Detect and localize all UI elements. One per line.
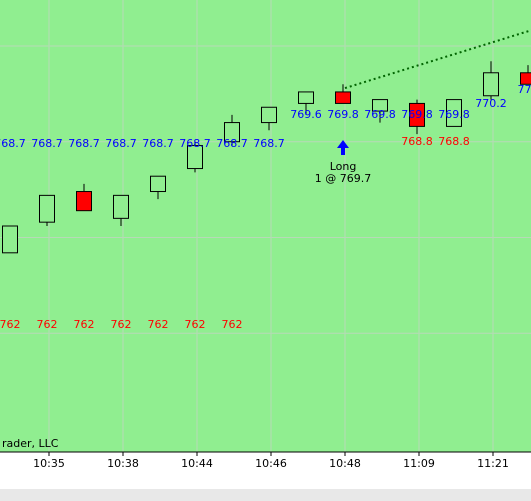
upper-price-label: 768.7 (0, 137, 26, 150)
candle-body (483, 72, 499, 97)
candle-body (335, 91, 351, 104)
lower-price-label: 762 (74, 318, 95, 331)
lower-price-label: 768.8 (401, 135, 433, 148)
upper-price-label: 768.7 (253, 137, 285, 150)
candle-body (113, 194, 129, 219)
lower-price-label: 762 (37, 318, 58, 331)
price-labels-layer: 768.7 762 768.7 762 768.7 762 768.7 762 768.7 762… (0, 83, 531, 331)
x-tick-label: 11:09 (403, 457, 435, 470)
plot-area (0, 0, 531, 452)
candle-body (224, 122, 240, 143)
candles-layer (2, 61, 531, 254)
x-tick-label: 10:44 (181, 457, 213, 470)
x-tick-label: 11:21 (477, 457, 509, 470)
candle-body (446, 99, 462, 127)
upper-price-label: 768.7 (105, 137, 137, 150)
x-tick-label: 10:38 (107, 457, 139, 470)
lower-price-label: 762 (148, 318, 169, 331)
trend-line-layer (344, 29, 531, 90)
candle-body (39, 194, 55, 223)
trend-line (344, 29, 531, 90)
candle-body (150, 175, 166, 193)
candle-body (2, 225, 18, 254)
watermark-text: rader, LLC (2, 437, 59, 450)
candle-body (76, 191, 92, 212)
candle-body (372, 99, 388, 112)
candle-body (261, 106, 277, 124)
upper-price-label: 769.8 (438, 108, 470, 121)
candle-body (520, 72, 531, 85)
x-tick-label: 10:48 (329, 457, 361, 470)
entry-side-label: Long (330, 160, 357, 173)
lower-price-label: 768.8 (438, 135, 470, 148)
lower-price-label: 762 (222, 318, 243, 331)
upper-price-label: 768.7 (179, 137, 211, 150)
upper-price-label: 768.7 (142, 137, 174, 150)
x-axis-ticks: 10:35 10:38 10:44 10:46 10:48 11:09 11:21 (33, 452, 509, 470)
upper-price-label: 769.8 (327, 108, 359, 121)
x-tick-label: 10:46 (255, 457, 287, 470)
upper-price-label: 768.7 (216, 137, 248, 150)
upper-price-label: 770 (518, 83, 531, 96)
upper-price-label: 769.6 (290, 108, 322, 121)
upper-price-label: 768.7 (31, 137, 63, 150)
candle-body (187, 145, 203, 170)
upper-price-label: 768.7 (68, 137, 100, 150)
entry-qty-label: 1 @ 769.7 (315, 172, 371, 185)
upper-price-label: 770.2 (475, 97, 507, 110)
long-entry-arrow-icon (337, 140, 349, 155)
candle-body (298, 91, 314, 104)
bottom-scrollbar[interactable] (0, 489, 531, 501)
x-tick-label: 10:35 (33, 457, 65, 470)
lower-price-label: 762 (0, 318, 21, 331)
lower-price-label: 762 (111, 318, 132, 331)
upper-price-label: 769.8 (401, 108, 433, 121)
lower-price-label: 762 (185, 318, 206, 331)
candle-body (409, 102, 425, 127)
upper-price-label: 769.8 (364, 108, 396, 121)
